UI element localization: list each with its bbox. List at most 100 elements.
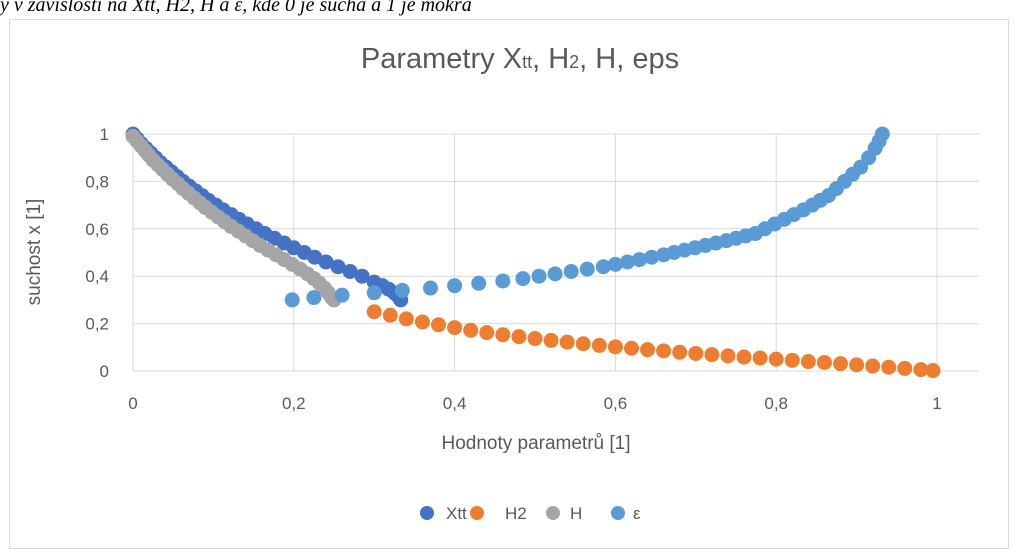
data-point <box>816 354 832 370</box>
data-point <box>511 329 527 345</box>
data-point <box>382 307 398 323</box>
data-point <box>768 351 784 367</box>
chart-title-main: Parametry X <box>361 43 522 75</box>
data-point <box>704 347 720 363</box>
y-tick-label: 0,8 <box>85 172 109 191</box>
x-tick-label: 0,2 <box>282 394 306 413</box>
data-point <box>330 259 346 275</box>
y-tick-label: 0,4 <box>85 267 109 286</box>
page-caption: y v závislosti na Xtt, H2, H a ε, kde 0 … <box>0 0 472 16</box>
data-point <box>398 311 414 327</box>
data-point <box>479 325 495 341</box>
data-point <box>342 263 358 279</box>
data-point <box>607 339 623 355</box>
data-point <box>366 285 382 301</box>
y-tick-label: 0,6 <box>85 220 109 239</box>
chart-title-mid: , H <box>532 43 569 75</box>
chart-title: Parametry Xtt, H2, H, eps <box>361 43 679 75</box>
legend-label: H2 <box>505 504 527 523</box>
x-tick-label: 0,8 <box>764 394 788 413</box>
data-point <box>644 249 660 265</box>
x-tick-label: 1 <box>932 394 941 413</box>
data-point <box>579 261 595 277</box>
legend-marker <box>470 506 484 520</box>
series-H2 <box>366 304 941 379</box>
legend-label: H <box>570 504 582 523</box>
data-point <box>784 352 800 368</box>
x-axis-title: Hodnoty parametrů [1] <box>441 433 630 454</box>
data-point <box>547 266 563 282</box>
x-tick-labels: 0 0,2 0,4 0,6 0,8 1 <box>128 394 941 413</box>
data-point <box>688 345 704 361</box>
data-point <box>591 337 607 353</box>
data-point <box>515 271 531 287</box>
data-point <box>471 275 487 291</box>
data-point <box>720 348 736 364</box>
data-point <box>354 268 370 284</box>
data-point <box>495 273 511 289</box>
y-tick-label: 0 <box>100 362 109 381</box>
data-point <box>595 259 611 275</box>
data-point <box>623 340 639 356</box>
gridlines <box>132 133 979 372</box>
data-point <box>575 336 591 352</box>
y-axis-title: suchost x [1] <box>24 199 45 306</box>
data-point <box>334 287 350 303</box>
chart-title-rest: , H, eps <box>579 43 679 75</box>
y-tick-label: 0,2 <box>85 315 109 334</box>
data-point <box>656 343 672 359</box>
data-point <box>559 334 575 350</box>
data-point <box>736 349 752 365</box>
data-point <box>874 126 890 142</box>
data-point <box>849 357 865 373</box>
data-point <box>925 363 941 379</box>
y-tick-label: 1 <box>100 125 109 144</box>
data-point <box>543 332 559 348</box>
data-point <box>632 252 648 268</box>
data-point <box>619 254 635 270</box>
data-point <box>414 314 430 330</box>
series-Xtt <box>125 126 409 308</box>
legend-label: ε <box>633 504 641 523</box>
data-point <box>531 268 547 284</box>
chart-title-sub-tt: tt <box>522 52 532 72</box>
data-point <box>307 249 323 265</box>
x-tick-label: 0,6 <box>604 394 628 413</box>
data-point <box>833 356 849 372</box>
data-point <box>284 292 300 308</box>
x-tick-label: 0,4 <box>443 394 467 413</box>
data-point <box>431 317 447 333</box>
data-point <box>318 254 334 270</box>
data-point <box>366 304 382 320</box>
y-tick-labels: 0 0,2 0,4 0,6 0,8 1 <box>85 125 109 381</box>
data-point <box>640 342 656 358</box>
chart-title-sub-2: 2 <box>569 52 579 72</box>
data-point <box>800 354 816 370</box>
data-point <box>752 350 768 366</box>
data-point <box>495 327 511 343</box>
data-point <box>306 290 322 306</box>
data-point <box>447 320 463 336</box>
legend-marker <box>611 506 625 520</box>
legend-label: Xtt <box>446 504 467 523</box>
series-ε <box>284 126 890 308</box>
data-point <box>881 359 897 375</box>
x-tick-label: 0 <box>128 394 137 413</box>
data-point <box>394 282 410 298</box>
data-point <box>607 256 623 272</box>
data-point <box>897 360 913 376</box>
data-point <box>563 263 579 279</box>
legend-marker <box>546 506 560 520</box>
data-point <box>447 278 463 294</box>
series-H <box>125 128 342 308</box>
data-point <box>527 331 543 347</box>
series-markers <box>125 126 941 379</box>
data-point <box>672 344 688 360</box>
legend-marker <box>420 506 434 520</box>
data-point <box>463 322 479 338</box>
data-point <box>913 362 929 378</box>
data-point <box>865 358 881 374</box>
data-point <box>422 280 438 296</box>
